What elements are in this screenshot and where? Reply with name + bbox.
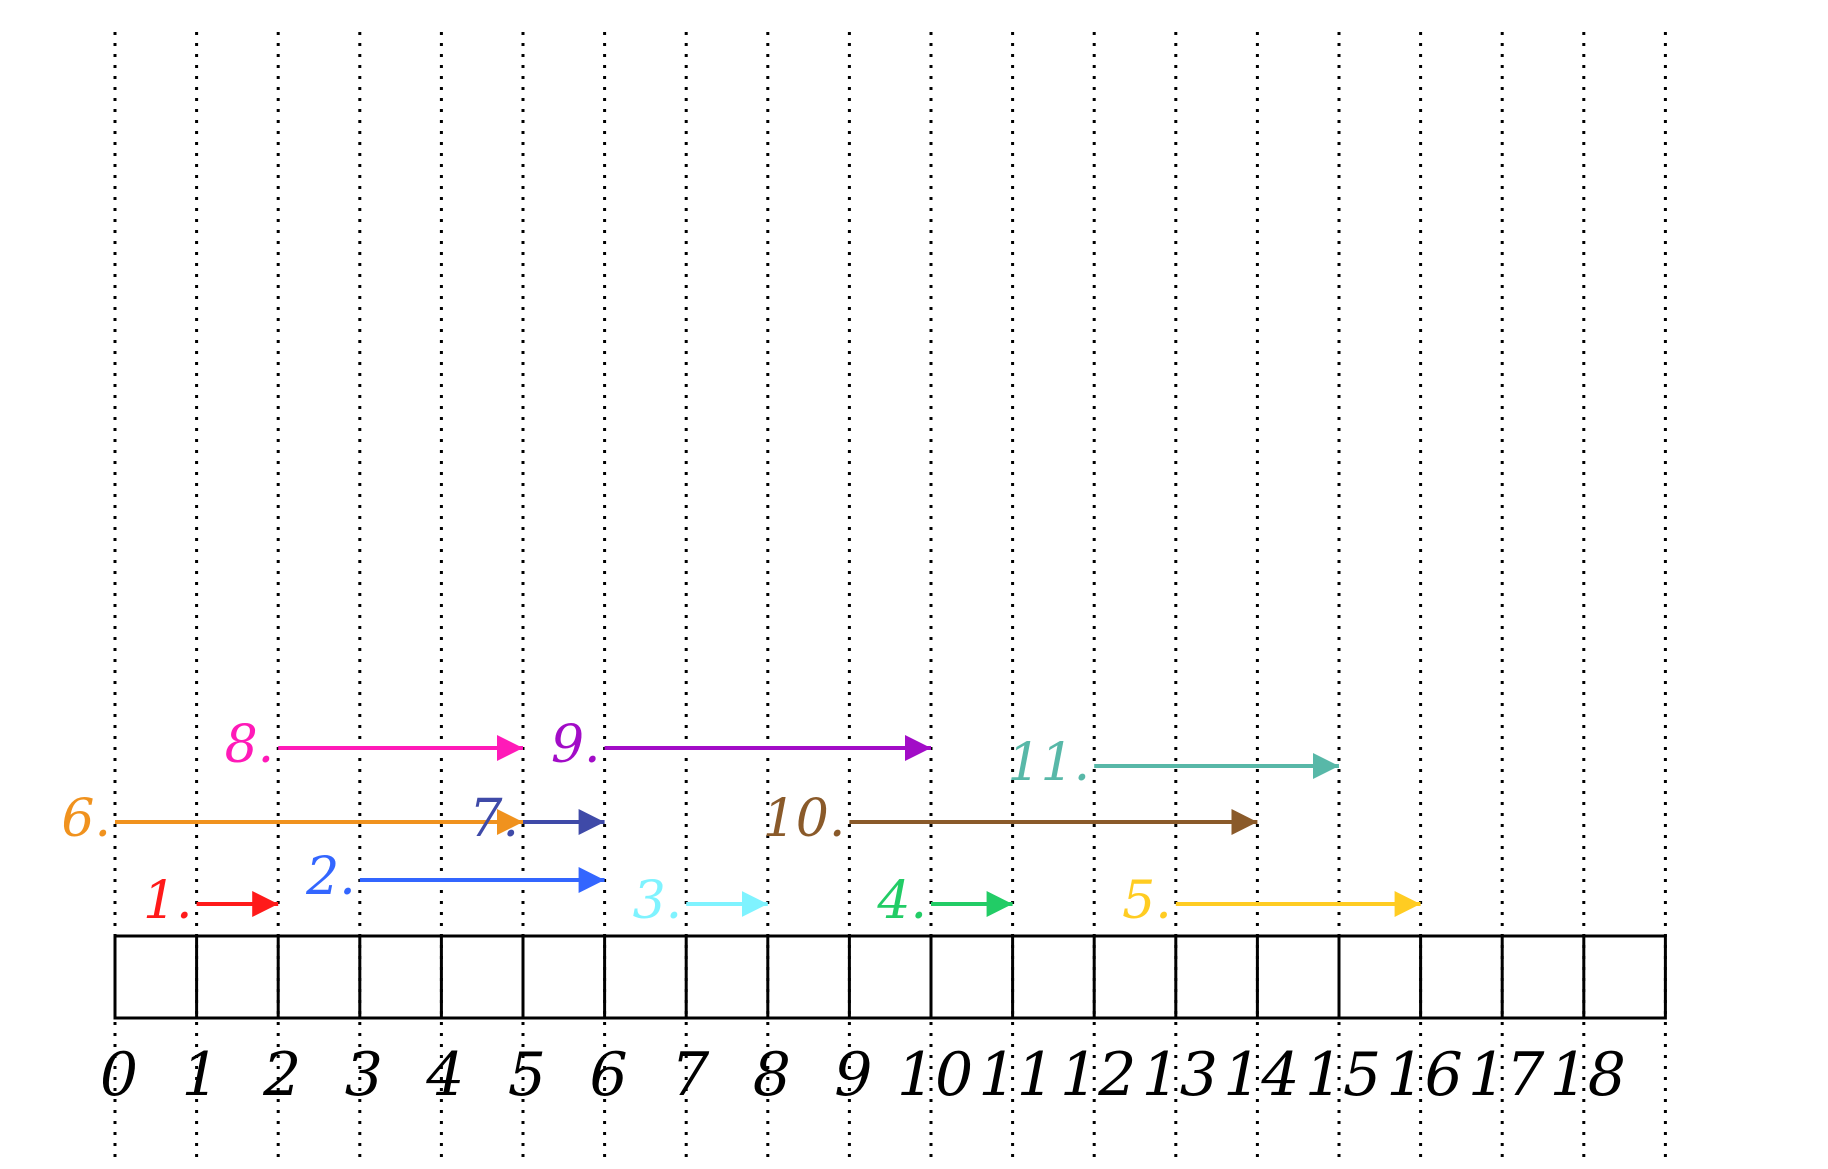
- cell-track: [113, 934, 1667, 1020]
- tick-label: 11: [978, 1040, 1054, 1110]
- tick-label: 5: [508, 1040, 546, 1110]
- interval-label: 9.: [551, 715, 601, 775]
- interval-label: 8.: [225, 715, 275, 775]
- tick-label: 13: [1142, 1040, 1218, 1110]
- interval-arrow: 1.: [143, 871, 279, 931]
- interval-arrows: 1. 2. 3. 4. 5. 6. 7. 8. 9. 10. 11.: [61, 715, 1421, 931]
- interval-label: 3.: [633, 871, 683, 931]
- tick-label: 4: [425, 1040, 464, 1110]
- tick-label: 16: [1386, 1040, 1462, 1110]
- tick-label: 3: [345, 1040, 383, 1110]
- interval-label: 10.: [763, 789, 846, 849]
- interval-arrow: 4.: [876, 871, 1013, 931]
- tick-label: 9: [834, 1040, 872, 1110]
- tick-label: 14: [1223, 1040, 1299, 1110]
- interval-arrow: 11.: [1007, 733, 1339, 793]
- track-border: [113, 934, 1667, 1020]
- tick-label: 17: [1468, 1040, 1545, 1110]
- tick-label: 7: [671, 1040, 710, 1110]
- tick-label: 15: [1305, 1040, 1381, 1110]
- tick-label: 2: [262, 1040, 301, 1110]
- tick-label: 18: [1550, 1040, 1626, 1110]
- dotted-gridlines: [113, 32, 1667, 1158]
- interval-arrow: 5.: [1122, 871, 1421, 931]
- interval-arrow: 10.: [763, 789, 1258, 849]
- interval-label: 11.: [1007, 733, 1090, 793]
- interval-arrow: 8.: [225, 715, 523, 775]
- interval-label: 4.: [876, 871, 927, 931]
- tick-label: 8: [753, 1040, 791, 1110]
- tick-label: 6: [590, 1040, 628, 1110]
- interval-label: 6.: [61, 789, 111, 849]
- tick-labels: 0 1 2 3 4 5 6 7 8 9 10 11 12 13 14 15 16 17 18: [100, 1040, 1626, 1110]
- interval-arrow: 3.: [633, 871, 768, 931]
- interval-arrow: 6.: [61, 789, 523, 849]
- interval-label: 5.: [1122, 871, 1172, 931]
- interval-arrow: 7.: [469, 789, 605, 849]
- interval-label: 2.: [305, 847, 356, 907]
- interval-arrow: 2.: [305, 847, 605, 907]
- tick-label: 12: [1060, 1040, 1136, 1110]
- interval-label: 7.: [469, 789, 519, 849]
- tick-label: 1: [182, 1040, 220, 1110]
- interval-arrow: 9.: [551, 715, 931, 775]
- tick-label: 0: [100, 1040, 138, 1110]
- tick-label: 10: [897, 1040, 973, 1110]
- interval-label: 1.: [143, 871, 193, 931]
